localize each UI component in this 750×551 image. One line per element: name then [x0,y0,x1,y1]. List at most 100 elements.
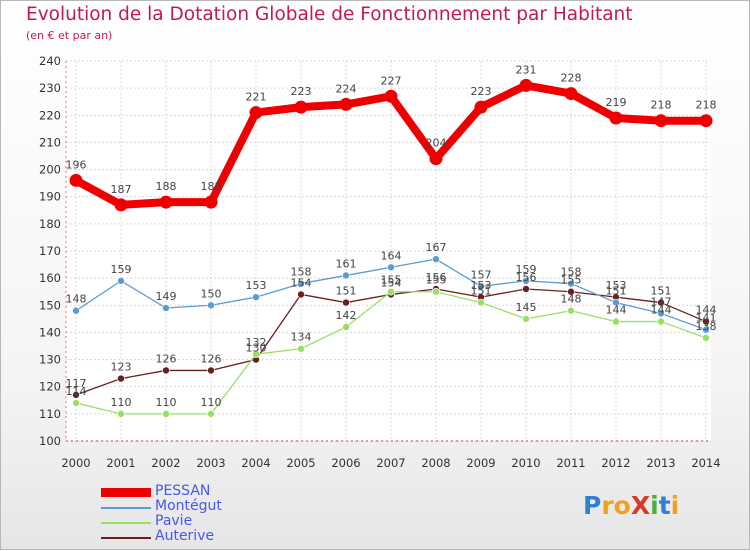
data-label: 155 [426,274,447,287]
data-point [432,255,440,263]
y-tick-label: 110 [39,407,61,421]
data-label: 188 [201,180,222,193]
data-label: 144 [696,304,717,317]
data-point [429,152,443,166]
data-point [117,277,125,285]
data-point [477,298,485,307]
data-point [252,293,260,301]
x-tick-label: 2000 [61,456,90,470]
data-label: 188 [156,180,177,193]
data-label: 149 [156,290,177,303]
data-label: 110 [156,396,177,409]
x-tick-label: 2002 [151,456,180,470]
data-point [522,277,530,285]
data-point [162,366,170,375]
data-label: 153 [606,279,627,292]
data-point [207,410,215,418]
data-label: 159 [111,263,132,276]
legend-swatch [101,522,151,524]
data-label: 187 [111,183,132,196]
data-point [204,195,218,209]
data-label: 114 [66,385,87,398]
data-label: 218 [696,99,717,112]
data-label: 151 [606,285,627,298]
data-point [387,287,395,296]
data-point [342,271,350,280]
logo-letter: i [650,491,659,520]
logo-letter: t [658,491,671,520]
data-label: 110 [111,396,132,409]
x-tick-label: 2010 [511,456,540,470]
proxiti-logo: ProXiti [583,491,679,520]
data-label: 148 [66,293,87,306]
data-point [249,106,263,120]
data-point [657,298,665,307]
data-point [72,391,80,399]
data-label: 153 [246,279,267,292]
data-point [567,287,575,296]
data-point [522,285,530,293]
data-point [519,78,533,92]
legend-swatch [101,488,151,497]
data-point [114,198,128,212]
data-point [702,334,710,342]
data-point [72,399,80,407]
data-label: 134 [291,331,312,344]
y-tick-label: 160 [39,271,61,285]
y-tick-label: 140 [39,325,61,339]
logo-letter: i [670,491,680,520]
data-label: 126 [156,352,177,365]
data-label: 223 [471,85,492,98]
legend-label: Montégut [155,498,222,514]
data-label: 123 [111,361,132,374]
data-point [297,344,305,353]
x-tick-label: 2011 [556,456,585,470]
legend-label: Auterive [155,528,215,544]
data-point [564,87,578,101]
y-tick-label: 150 [39,298,61,312]
data-label: 219 [606,96,627,109]
data-label: 154 [291,276,312,289]
data-label: 148 [561,293,582,306]
data-label: 153 [471,279,492,292]
data-point [72,306,80,315]
data-label: 161 [336,257,357,270]
x-tick-label: 2006 [331,456,360,470]
data-label: 144 [651,304,672,317]
data-label: 196 [66,158,87,171]
data-point [699,114,713,128]
y-tick-label: 100 [39,434,61,448]
data-label: 130 [246,342,267,355]
y-tick-label: 200 [39,163,61,177]
data-label: 218 [651,99,672,112]
logo-letter: r [601,491,614,520]
data-point [567,306,575,315]
data-point [609,111,623,125]
data-label: 155 [561,274,582,287]
data-point [342,298,350,307]
chart-subtitle: (en € et par an) [26,29,113,42]
data-label: 156 [516,271,537,284]
data-label: 151 [651,285,672,298]
data-label: 227 [381,74,402,87]
data-point [207,301,215,310]
data-point [567,279,575,288]
legend-swatch [101,537,151,539]
data-point [477,282,485,291]
data-point [702,325,710,334]
data-label: 224 [336,82,357,95]
data-point [117,410,125,418]
x-tick-label: 2005 [286,456,315,470]
logo-letter: X [630,491,651,520]
y-tick-label: 210 [39,135,61,149]
data-point [474,100,488,114]
data-point [702,317,710,326]
data-label: 154 [381,276,402,289]
y-tick-label: 220 [39,108,61,122]
data-label: 223 [291,85,312,98]
data-point [339,97,353,111]
data-point [384,89,398,103]
data-label: 150 [201,287,222,300]
